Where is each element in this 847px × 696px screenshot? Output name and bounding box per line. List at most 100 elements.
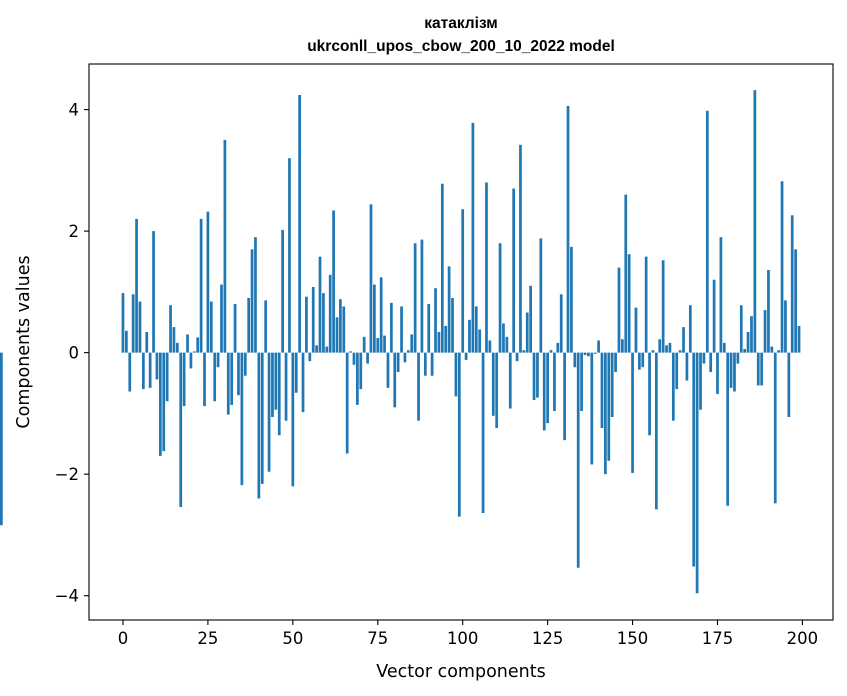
bar (549, 350, 553, 353)
bar (121, 293, 125, 353)
bar (739, 305, 743, 353)
y-tick-label: 4 (69, 101, 80, 120)
bar (461, 209, 465, 353)
bar (271, 352, 274, 418)
bar (471, 122, 475, 353)
x-axis-ticks: 0 25 50 75 100 125 150 175 200 (118, 620, 818, 648)
bar (172, 327, 176, 353)
bar (559, 294, 563, 353)
bar (169, 305, 172, 353)
bar (651, 350, 655, 353)
chart-subtitle: ukrconll_upos_cbow_200_10_2022 model (307, 38, 615, 55)
y-tick-label: 2 (69, 222, 80, 241)
bar (505, 336, 509, 353)
bar (573, 352, 577, 368)
bar (722, 342, 726, 353)
x-tick-label: 25 (197, 629, 218, 648)
bar (430, 352, 434, 376)
bar (220, 284, 223, 353)
bar (770, 346, 774, 353)
bar (794, 249, 797, 353)
bar (209, 301, 213, 353)
bar (264, 300, 268, 353)
bar (502, 323, 505, 353)
bar (682, 327, 685, 353)
bar (260, 352, 264, 484)
bar (709, 352, 713, 373)
bar (593, 352, 597, 354)
bar (328, 274, 332, 353)
bar (716, 352, 719, 394)
bar (705, 110, 709, 353)
bar (485, 182, 488, 353)
bar (155, 352, 159, 380)
bar (563, 352, 566, 441)
bar (223, 139, 227, 353)
bar (226, 352, 230, 415)
bar (152, 231, 155, 353)
bar (610, 352, 614, 418)
bar (702, 352, 706, 364)
bar (726, 352, 730, 506)
bar (342, 306, 346, 353)
bar (393, 352, 397, 408)
bar (413, 243, 417, 353)
bar (165, 352, 169, 402)
bar (318, 256, 322, 353)
bar (546, 352, 549, 424)
bar (797, 325, 801, 353)
chart-title: катаклізм (424, 15, 497, 32)
bar (203, 352, 206, 407)
bar (468, 319, 471, 353)
bar (634, 307, 638, 353)
bar (308, 352, 312, 362)
bar (277, 352, 281, 436)
bar (434, 288, 437, 353)
bar (410, 334, 414, 353)
bar (570, 246, 573, 353)
bar (621, 339, 624, 353)
x-tick-label: 200 (787, 629, 819, 648)
bar (440, 183, 444, 353)
bar (237, 352, 240, 396)
bar (532, 352, 536, 401)
bar (138, 301, 142, 353)
bar (240, 352, 244, 486)
y-axis-ticks: −4 −2 0 2 4 (55, 101, 89, 606)
bar (784, 300, 787, 353)
y-tick-label: −2 (55, 465, 79, 484)
bar (131, 294, 135, 353)
bar (373, 284, 376, 353)
bar (175, 342, 179, 353)
bar (162, 352, 166, 452)
bar (444, 325, 448, 353)
bar (386, 352, 390, 388)
bar (145, 331, 149, 353)
bar (576, 352, 580, 568)
bar (247, 297, 251, 353)
bar (661, 260, 665, 353)
bar (257, 352, 261, 499)
bar (406, 350, 410, 353)
bar (464, 352, 468, 360)
bar (379, 277, 383, 353)
bar (627, 254, 631, 353)
bar (417, 352, 420, 421)
bar (206, 211, 210, 353)
bar (580, 352, 583, 411)
bar (767, 269, 770, 353)
bar (182, 352, 186, 407)
bar (294, 352, 298, 393)
bar (339, 299, 342, 353)
bar (777, 350, 780, 353)
bar (369, 204, 373, 353)
bar (539, 238, 543, 353)
bar (288, 158, 291, 353)
bar (787, 352, 791, 418)
x-tick-label: 0 (118, 629, 129, 648)
bar (583, 352, 587, 356)
bar (712, 279, 716, 353)
bar (451, 297, 454, 353)
bar (332, 210, 335, 353)
